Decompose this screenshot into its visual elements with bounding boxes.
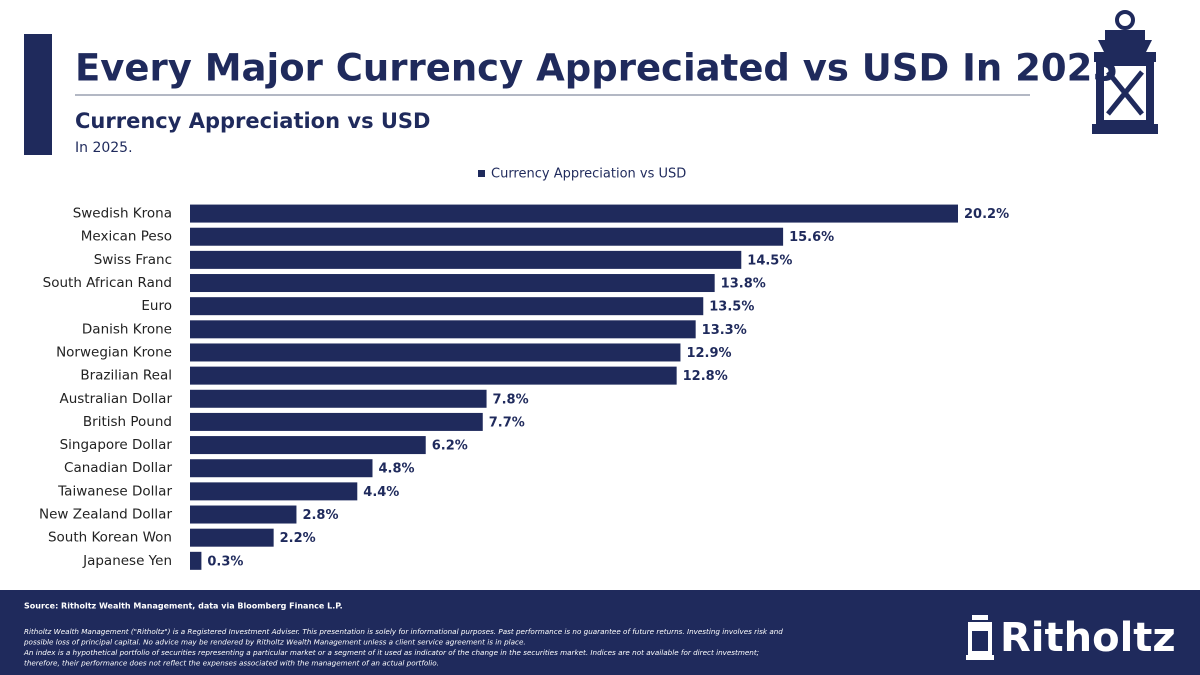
- chart-subtitle: In 2025.: [75, 140, 133, 156]
- bar: [190, 436, 426, 455]
- category-label: South African Rand: [43, 275, 172, 291]
- value-label: 2.8%: [302, 508, 338, 523]
- bar: [190, 366, 677, 385]
- value-label: 6.2%: [432, 439, 468, 454]
- value-label: 13.5%: [709, 300, 754, 315]
- value-label: 12.9%: [686, 346, 731, 361]
- footer-band: [0, 590, 1200, 675]
- category-label: South Korean Won: [48, 530, 172, 546]
- category-label: Japanese Yen: [82, 553, 172, 569]
- value-label: 15.6%: [789, 230, 834, 245]
- chart-title: Currency Appreciation vs USD: [75, 109, 430, 133]
- bar: [190, 297, 704, 316]
- source-note: Source: Ritholtz Wealth Management, data…: [24, 602, 343, 611]
- disclaimer-line: An index is a hypothetical portfolio of …: [23, 648, 759, 657]
- category-label: Brazilian Real: [80, 368, 172, 384]
- category-label: Swiss Franc: [94, 252, 172, 268]
- bar: [190, 320, 696, 339]
- value-label: 20.2%: [964, 207, 1009, 222]
- value-label: 13.3%: [702, 323, 747, 338]
- category-label: Canadian Dollar: [64, 460, 172, 476]
- bar: [190, 482, 358, 501]
- value-label: 4.4%: [363, 485, 399, 500]
- bar: [190, 274, 715, 293]
- value-label: 13.8%: [721, 277, 766, 292]
- value-label: 0.3%: [207, 554, 243, 569]
- value-label: 7.7%: [489, 415, 525, 430]
- bar: [190, 505, 297, 524]
- disclaimer-line: therefore, their performance does not re…: [24, 659, 439, 668]
- category-label: Mexican Peso: [81, 229, 172, 245]
- category-label: New Zealand Dollar: [39, 507, 172, 523]
- category-label: Euro: [141, 298, 172, 314]
- value-label: 12.8%: [683, 369, 728, 384]
- disclaimer: Ritholtz Wealth Management ("Ritholtz") …: [23, 627, 783, 668]
- legend-label: Currency Appreciation vs USD: [491, 167, 686, 182]
- disclaimer-line: Ritholtz Wealth Management ("Ritholtz") …: [24, 627, 783, 636]
- legend-swatch: [478, 170, 485, 177]
- bar: [190, 343, 681, 362]
- slide-title: Every Major Currency Appreciated vs USD …: [75, 47, 1118, 90]
- logo-text: Ritholtz: [1000, 615, 1176, 661]
- category-label: British Pound: [83, 414, 172, 430]
- bar: [190, 250, 742, 269]
- category-label: Norwegian Krone: [56, 344, 172, 360]
- bar: [190, 204, 958, 223]
- bar: [190, 528, 274, 547]
- category-label: Singapore Dollar: [60, 437, 173, 453]
- value-label: 7.8%: [493, 392, 529, 407]
- value-label: 14.5%: [747, 253, 792, 268]
- bar: [190, 551, 202, 570]
- accent-bar: [24, 34, 52, 155]
- category-label: Australian Dollar: [59, 391, 172, 407]
- value-label: 2.2%: [280, 531, 316, 546]
- bar: [190, 412, 483, 431]
- lantern-icon: [1092, 10, 1158, 134]
- category-label: Danish Krone: [82, 321, 172, 337]
- category-label: Swedish Krona: [73, 206, 172, 222]
- bar: [190, 459, 373, 478]
- value-label: 4.8%: [378, 462, 414, 477]
- bar: [190, 389, 487, 408]
- disclaimer-line: possible loss of principal capital. No a…: [23, 638, 526, 647]
- category-label: Taiwanese Dollar: [57, 483, 172, 499]
- bar: [190, 227, 784, 246]
- logo-icon: [966, 615, 994, 660]
